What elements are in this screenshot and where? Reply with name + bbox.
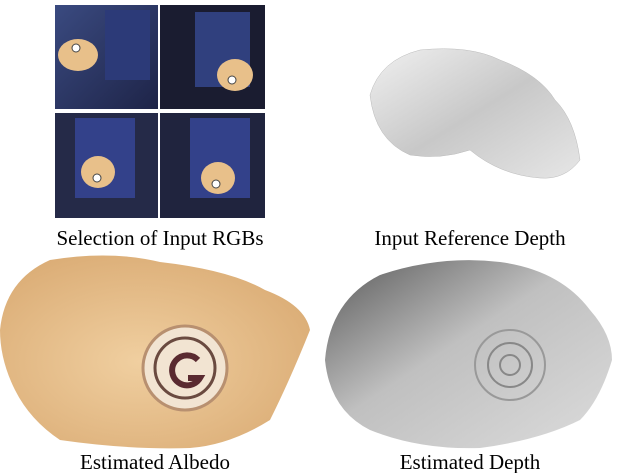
caption: Input Reference Depth [374,226,566,250]
rgb-tile [160,5,265,109]
figure: Selection of Input RGBs Input Reference … [0,0,619,473]
caption: Selection of Input RGBs [56,226,263,250]
caption: Estimated Albedo [80,450,230,473]
albedo-image [0,255,310,448]
rgb-tile [55,5,158,109]
caption: Estimated Depth [400,450,541,473]
reference-depth [370,49,580,178]
depth-image [325,260,612,448]
rgb-tile [55,113,158,218]
rgb-tile [160,113,265,218]
rgb-tiles [55,5,265,218]
